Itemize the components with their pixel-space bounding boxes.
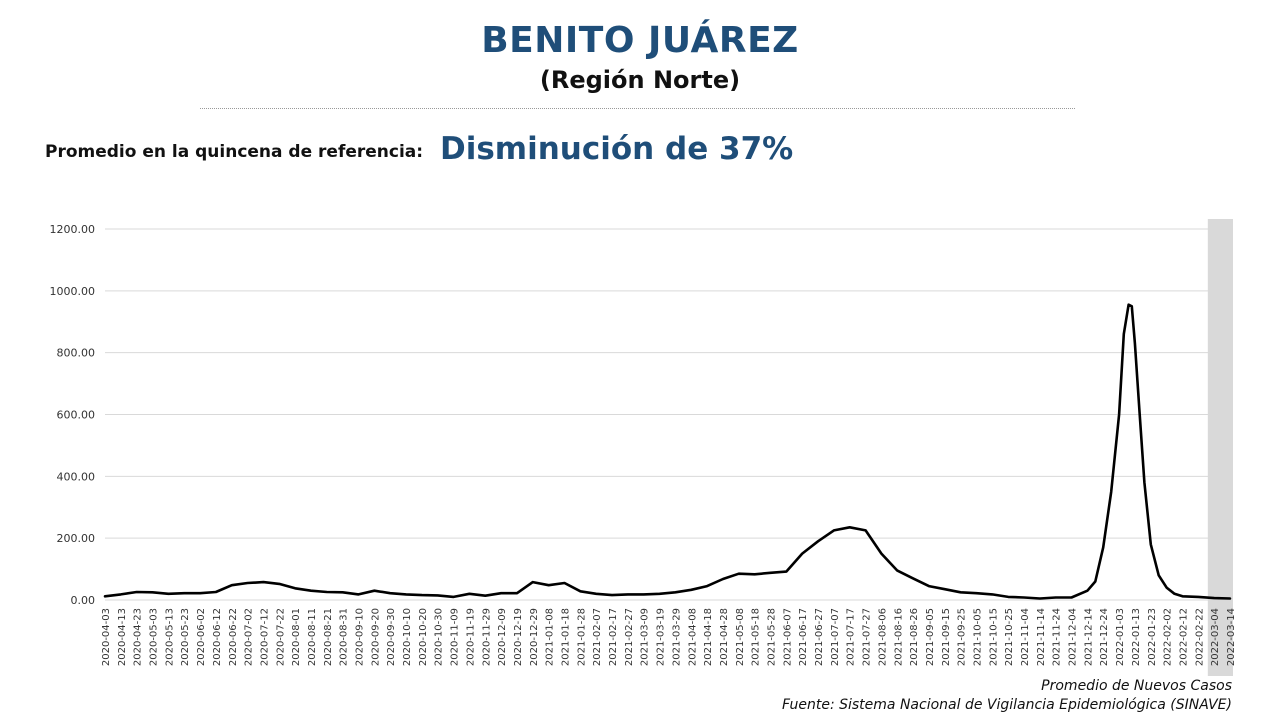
- x-tick-label: 2020-11-29: [481, 608, 492, 666]
- x-tick-label: 2021-06-07: [782, 608, 793, 666]
- x-tick-label: 2021-06-27: [814, 608, 825, 666]
- x-tick-label: 2021-05-28: [766, 608, 777, 666]
- source-caption: Fuente: Sistema Nacional de Vigilancia E…: [782, 697, 1232, 713]
- x-tick-label: 2020-06-22: [228, 608, 239, 666]
- x-tick-label: 2021-08-16: [893, 608, 904, 666]
- x-tick-label: 2021-02-07: [592, 608, 603, 666]
- x-tick-label: 2021-04-08: [687, 608, 698, 666]
- x-tick-label: 2021-07-27: [862, 608, 873, 666]
- x-tick-label: 2022-02-12: [1178, 608, 1189, 666]
- x-tick-label: 2021-04-28: [719, 608, 730, 666]
- x-tick-label: 2020-09-10: [355, 608, 366, 666]
- y-tick-label: 600.00: [57, 409, 96, 422]
- x-tick-label: 2021-01-18: [561, 608, 572, 666]
- shaded-region: [1207, 219, 1233, 676]
- y-axis-ticks: 0.00 200.00 400.00 600.00 800.00 1000.00 1200.…: [50, 223, 96, 607]
- x-tick-label: 2020-06-02: [196, 608, 207, 666]
- reference-label: Promedio en la quincena de referencia:: [45, 142, 424, 162]
- x-tick-label: 2020-05-13: [164, 608, 175, 666]
- x-tick-label: 2020-10-30: [434, 608, 445, 666]
- x-tick-label: 2020-07-12: [259, 608, 270, 666]
- x-tick-label: 2021-07-07: [830, 608, 841, 666]
- x-tick-label: 2021-12-14: [1083, 608, 1094, 666]
- x-tick-label: 2021-01-28: [576, 608, 587, 666]
- x-tick-label: 2021-09-25: [957, 608, 968, 666]
- x-tick-label: 2022-01-13: [1131, 608, 1142, 666]
- x-tick-label: 2021-12-04: [1068, 608, 1079, 666]
- x-tick-label: 2022-01-23: [1147, 608, 1158, 666]
- x-tick-label: 2020-04-13: [117, 608, 128, 666]
- x-tick-label: 2021-10-05: [972, 608, 983, 666]
- y-tick-label: 200.00: [57, 532, 96, 545]
- x-tick-label: 2020-10-10: [402, 608, 413, 666]
- page-title: BENITO JUÁREZ: [481, 20, 799, 61]
- series-caption: Promedio de Nuevos Casos: [1041, 678, 1232, 694]
- title-divider: [200, 108, 1075, 109]
- x-tick-label: 2022-01-03: [1115, 608, 1126, 666]
- y-tick-label: 1200.00: [50, 223, 96, 236]
- x-tick-label: 2021-03-29: [671, 608, 682, 666]
- x-tick-label: 2022-03-14: [1226, 608, 1237, 666]
- x-tick-label: 2022-02-02: [1163, 608, 1174, 666]
- x-tick-label: 2021-12-24: [1099, 608, 1110, 666]
- x-tick-label: 2020-12-19: [513, 608, 524, 666]
- x-tick-label: 2020-04-23: [133, 608, 144, 666]
- y-tick-label: 0.00: [71, 594, 96, 607]
- x-tick-label: 2021-11-24: [1052, 608, 1063, 666]
- x-tick-label: 2021-11-04: [1020, 608, 1031, 666]
- x-tick-label: 2021-06-17: [798, 608, 809, 666]
- x-tick-label: 2022-03-04: [1210, 608, 1221, 666]
- x-tick-label: 2020-10-20: [418, 608, 429, 666]
- page-subtitle: (Región Norte): [539, 66, 741, 94]
- x-tick-label: 2020-08-31: [339, 608, 350, 666]
- x-tick-label: 2021-03-19: [656, 608, 667, 666]
- x-tick-label: 2020-07-02: [244, 608, 255, 666]
- x-tick-label: 2021-09-05: [925, 608, 936, 666]
- x-tick-label: 2021-04-18: [703, 608, 714, 666]
- x-tick-label: 2021-11-14: [1036, 608, 1047, 666]
- x-tick-label: 2021-02-17: [608, 608, 619, 666]
- x-tick-label: 2021-03-09: [640, 608, 651, 666]
- x-axis-ticks: 2020-04-03 2020-04-13 2020-04-23 2020-05-03…: [101, 608, 1237, 666]
- x-tick-label: 2021-02-27: [624, 608, 635, 666]
- x-tick-label: 2022-02-22: [1194, 608, 1205, 666]
- x-tick-label: 2020-04-03: [101, 608, 112, 666]
- series-line: [103, 303, 1232, 600]
- x-tick-label: 2020-08-11: [307, 608, 318, 666]
- y-tick-label: 400.00: [57, 470, 96, 483]
- x-tick-label: 2020-08-21: [323, 608, 334, 666]
- x-tick-label: 2020-07-22: [275, 608, 286, 666]
- y-gridlines: [105, 228, 1230, 601]
- x-tick-label: 2020-11-19: [465, 608, 476, 666]
- reference-value: Disminución de 37%: [440, 131, 794, 167]
- x-tick-label: 2021-01-08: [545, 608, 556, 666]
- y-tick-label: 1000.00: [50, 285, 96, 298]
- y-tick-label: 800.00: [57, 347, 96, 360]
- x-tick-label: 2021-07-17: [846, 608, 857, 666]
- x-tick-label: 2021-10-15: [988, 608, 999, 666]
- x-tick-label: 2020-05-03: [149, 608, 160, 666]
- x-tick-label: 2020-09-20: [370, 608, 381, 666]
- x-tick-label: 2021-05-08: [735, 608, 746, 666]
- x-tick-label: 2021-08-06: [877, 608, 888, 666]
- x-tick-label: 2020-12-09: [497, 608, 508, 666]
- x-tick-label: 2021-10-25: [1004, 608, 1015, 666]
- x-tick-label: 2020-09-30: [386, 608, 397, 666]
- x-tick-label: 2021-08-26: [909, 608, 920, 666]
- x-tick-label: 2021-05-18: [751, 608, 762, 666]
- x-tick-label: 2020-12-29: [529, 608, 540, 666]
- x-tick-label: 2020-05-23: [180, 608, 191, 666]
- x-tick-label: 2020-11-09: [450, 608, 461, 666]
- x-tick-label: 2021-09-15: [941, 608, 952, 666]
- x-tick-label: 2020-08-01: [291, 608, 302, 666]
- x-tick-label: 2020-06-12: [212, 608, 223, 666]
